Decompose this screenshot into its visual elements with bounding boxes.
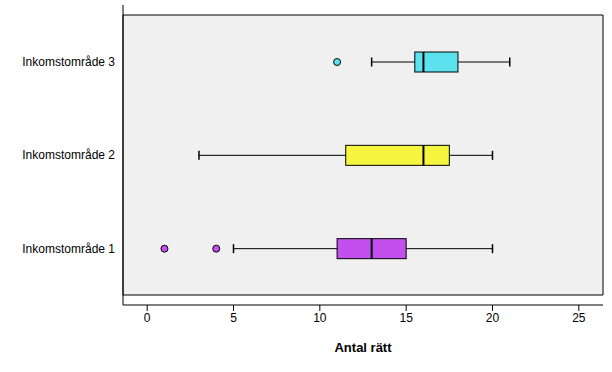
svg-text:20: 20: [486, 311, 500, 325]
svg-text:Inkomstområde 2: Inkomstområde 2: [22, 148, 115, 162]
svg-text:10: 10: [313, 311, 327, 325]
svg-text:15: 15: [399, 311, 413, 325]
svg-text:Antal rätt: Antal rätt: [334, 340, 392, 355]
svg-text:0: 0: [144, 311, 151, 325]
svg-text:Inkomstområde 3: Inkomstområde 3: [22, 55, 115, 69]
svg-text:25: 25: [572, 311, 586, 325]
svg-text:Inkomstområde 1: Inkomstområde 1: [22, 242, 115, 256]
svg-text:5: 5: [230, 311, 237, 325]
